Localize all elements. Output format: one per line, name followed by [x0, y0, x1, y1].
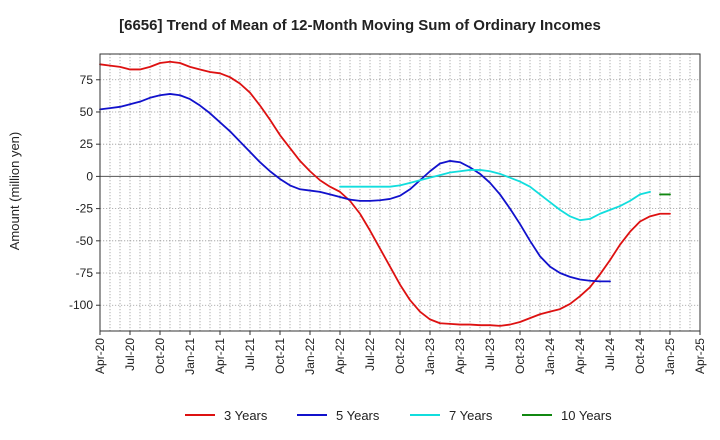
y-tick-label: -25 — [76, 202, 94, 216]
x-tick-label: Jul-20 — [123, 338, 137, 371]
legend-label: 5 Years — [336, 408, 380, 423]
x-tick-label: Jan-21 — [183, 338, 197, 375]
x-tick-label: Apr-24 — [573, 338, 587, 374]
x-tick-label: Oct-22 — [393, 338, 407, 374]
x-axis-ticks: Apr-20 Jul-20 Oct-20 Jan-21 Apr-21 Jul-21 Oct-… — [93, 331, 707, 375]
legend-label: 10 Years — [561, 408, 612, 423]
series-line-3-years — [99, 60, 671, 327]
y-tick-label: -50 — [76, 234, 94, 248]
y-axis-ticks: 75 50 25 0 -25 -50 -75 -100 — [69, 73, 100, 312]
x-tick-label: Oct-24 — [633, 338, 647, 374]
x-tick-label: Oct-21 — [273, 338, 287, 374]
legend: 3 Years 5 Years 7 Years 10 Years — [185, 408, 612, 423]
y-tick-label: 50 — [80, 105, 94, 119]
legend-label: 3 Years — [224, 408, 268, 423]
x-tick-label: Apr-23 — [453, 338, 467, 374]
series-line-7-years — [339, 169, 651, 222]
series-lines — [99, 60, 671, 327]
x-tick-label: Apr-22 — [333, 338, 347, 374]
series-line-5-years — [99, 93, 611, 283]
y-tick-label: 25 — [80, 137, 94, 151]
chart-title: [6656] Trend of Mean of 12-Month Moving … — [119, 17, 601, 34]
x-tick-label: Jan-24 — [543, 338, 557, 375]
y-tick-label: -100 — [69, 298, 93, 312]
grid — [100, 54, 700, 331]
legend-label: 7 Years — [449, 408, 493, 423]
x-tick-label: Jan-23 — [423, 338, 437, 375]
x-tick-label: Oct-20 — [153, 338, 167, 374]
x-tick-label: Jul-21 — [243, 338, 257, 371]
y-axis-label: Amount (million yen) — [7, 132, 22, 251]
x-tick-label: Apr-21 — [213, 338, 227, 374]
x-tick-label: Jan-25 — [663, 338, 677, 375]
x-tick-label: Apr-25 — [693, 338, 707, 374]
x-tick-label: Jul-24 — [603, 338, 617, 371]
x-tick-label: Jul-23 — [483, 338, 497, 371]
y-tick-label: 0 — [86, 169, 93, 183]
x-tick-label: Apr-20 — [93, 338, 107, 374]
x-tick-label: Jul-22 — [363, 338, 377, 371]
y-tick-label: 75 — [80, 73, 94, 87]
x-tick-label: Jan-22 — [303, 338, 317, 375]
y-tick-label: -75 — [76, 266, 94, 280]
x-tick-label: Oct-23 — [513, 338, 527, 374]
